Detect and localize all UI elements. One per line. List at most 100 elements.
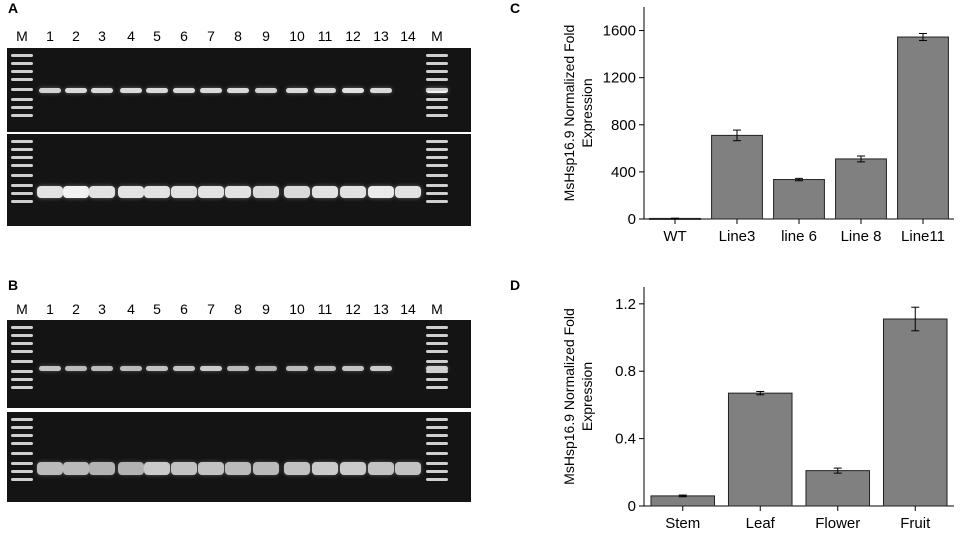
bar-chart-d-svg: 0 0.4 0.8 1.2 Stem Leaf Flower Fruit MsHsp16.9 N… [561, 287, 954, 532]
gel-band [284, 462, 310, 475]
gel-image-b-upper [7, 320, 471, 408]
ladder-band [11, 462, 33, 465]
y-tick-label: 0.8 [615, 363, 636, 380]
x-tick-label: Leaf [746, 515, 776, 532]
bar-line-8 [835, 158, 887, 220]
y-tick-label: 0.4 [615, 431, 636, 448]
gel-band [37, 186, 63, 198]
gel-band [312, 462, 338, 475]
gel-band [63, 462, 89, 475]
gel-band [89, 462, 115, 475]
gel-band [340, 462, 366, 475]
gel-band [89, 186, 115, 198]
ladder-band [426, 470, 448, 473]
gel-band [171, 186, 197, 198]
y-tick-label: 1.2 [615, 296, 636, 313]
ladder-band [11, 88, 33, 91]
x-tick-label: Fruit [900, 515, 931, 532]
ladder-band [11, 184, 33, 187]
panel-letter-a: A [8, 0, 19, 16]
ladder-band [11, 370, 33, 373]
y-axis-label-line2: Expression [579, 78, 595, 147]
gel-band [342, 88, 364, 93]
gel-band [368, 186, 394, 198]
ladder-band [426, 106, 448, 109]
lane-label: 14 [400, 301, 416, 317]
ladder-band [426, 184, 448, 187]
gel-band [146, 366, 168, 371]
ladder-band [426, 192, 448, 195]
ladder-band [11, 140, 33, 143]
gel-image-b-lower [7, 412, 471, 502]
lane-label: 9 [262, 28, 270, 44]
gel-band [173, 88, 195, 93]
lane-label: 5 [153, 301, 161, 317]
y-axis-label-line1: MsHsp16.9 Normalized Fold [561, 308, 577, 485]
lane-label: 2 [72, 301, 80, 317]
ladder-band [11, 156, 33, 159]
lane-label: 14 [400, 28, 416, 44]
gel-band [225, 186, 251, 198]
gel-band [120, 366, 142, 371]
ladder-band [11, 426, 33, 429]
ladder-band [426, 378, 448, 381]
gel-band [286, 366, 308, 371]
gel-band [286, 88, 308, 93]
x-tick-label: Line 8 [841, 228, 882, 245]
panel-letter-c: C [510, 0, 521, 16]
gel-band [370, 366, 392, 371]
ladder-band [11, 192, 33, 195]
gel-band [368, 462, 394, 475]
lane-label: M [16, 301, 28, 317]
ladder-band [11, 378, 33, 381]
y-tick-label: 400 [611, 164, 636, 181]
panel-letter-d: D [510, 277, 521, 293]
ladder-band [426, 442, 448, 445]
y-tick-label: 0 [628, 211, 636, 228]
ladder-band [11, 386, 33, 389]
gel-band [118, 186, 144, 198]
ladder-band [11, 350, 33, 353]
bar-stem [650, 495, 716, 507]
x-tick-label: line 6 [781, 228, 817, 245]
ladder-band [11, 174, 33, 177]
x-tick-label: WT [663, 228, 686, 245]
ladder-band [11, 478, 33, 481]
ladder-band [426, 386, 448, 389]
lane-label: 7 [207, 28, 215, 44]
gel-band [227, 88, 249, 93]
gel-band [200, 88, 222, 93]
ladder-band [426, 452, 448, 455]
ladder-band [11, 98, 33, 101]
lane-label: 13 [373, 28, 389, 44]
lane-label: 10 [289, 301, 305, 317]
gel-band [63, 186, 89, 198]
gel-band [200, 366, 222, 371]
gel-band [118, 462, 144, 475]
gel-band [65, 366, 87, 371]
gel-band [198, 186, 224, 198]
ladder-band [11, 148, 33, 151]
gel-band [144, 462, 170, 475]
x-tick-label: Line11 [901, 228, 945, 245]
ladder-band [11, 342, 33, 345]
ladder-band [426, 88, 448, 91]
lane-label: 11 [317, 301, 333, 317]
bar-line11 [897, 36, 949, 220]
bar-line3 [711, 134, 763, 220]
ladder-band [426, 70, 448, 73]
bar-chart-c-svg: 0 400 800 1200 1600 WT Line3 line 6 Line 8 Line11… [561, 7, 954, 245]
gel-band [144, 186, 170, 198]
gel-band [39, 88, 61, 93]
x-tick-label: Line3 [719, 228, 756, 245]
lane-label: 12 [345, 28, 361, 44]
ladder-band [426, 174, 448, 177]
lane-label: M [431, 28, 443, 44]
ladder-band [11, 70, 33, 73]
lane-labels-b: M 1 2 3 4 5 6 7 8 9 10 11 12 13 14 M [0, 301, 470, 321]
gel-band [198, 462, 224, 475]
gel-band [227, 366, 249, 371]
ladder-band [11, 442, 33, 445]
ladder-band [426, 334, 448, 337]
gel-band [312, 186, 338, 198]
